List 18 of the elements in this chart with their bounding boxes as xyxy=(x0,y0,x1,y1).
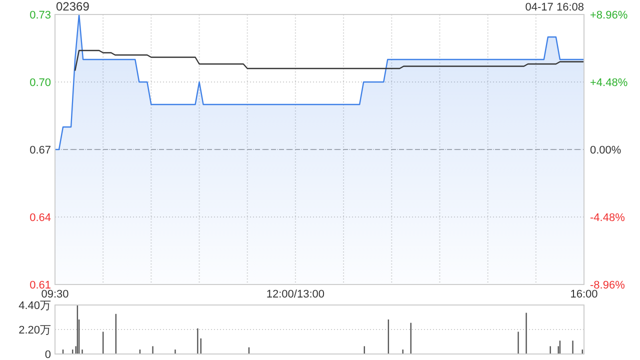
y2-tick-label: -8.96% xyxy=(590,280,626,292)
y2-tick-label: +4.48% xyxy=(590,77,628,89)
y-tick-label: 2.20万 xyxy=(18,324,51,336)
y-tick-label: 0.67 xyxy=(30,144,51,156)
y-tick-label: 0.70 xyxy=(30,77,51,89)
y-tick-label: 0.73 xyxy=(30,10,51,22)
y-tick-label: 0.64 xyxy=(30,212,51,224)
chart-title: 02369 xyxy=(56,0,90,14)
y2-tick-label: 0.00% xyxy=(590,144,622,156)
text: 04-17 16:08 xyxy=(525,2,584,14)
y2-tick-label: +8.96% xyxy=(590,10,628,22)
y-tick-label: 4.40万 xyxy=(18,300,51,312)
y2-tick-label: -4.48% xyxy=(590,212,626,224)
x-tick-label: 12:00/13:00 xyxy=(266,288,325,300)
x-tick-label: 09:30 xyxy=(41,288,69,300)
x-tick-label: 16:00 xyxy=(570,288,598,300)
y-tick-label: 0.61 xyxy=(30,280,51,292)
y-tick-label: 0 xyxy=(44,349,51,360)
